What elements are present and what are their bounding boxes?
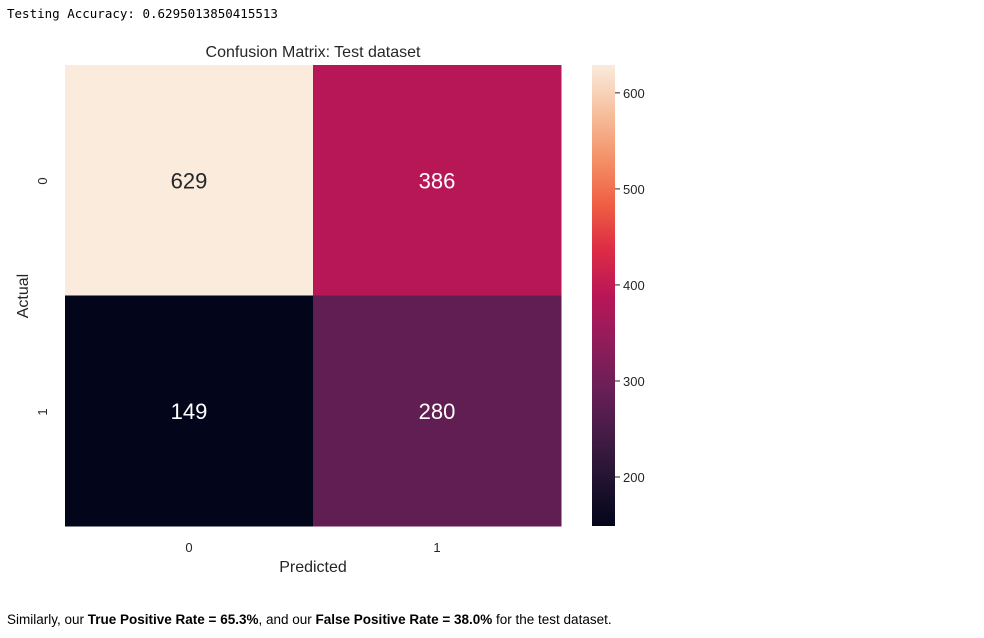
y-axis-label: Actual	[15, 274, 32, 318]
colorbar-ticks: 600 500 400 300 200	[615, 86, 645, 485]
note-tpr: True Positive Rate = 65.3%	[87, 612, 259, 627]
note-text-1: Similarly, our	[7, 612, 88, 627]
heatmap-cell	[313, 295, 562, 527]
y-tick-1: 1	[35, 408, 50, 415]
cell-value-label: 629	[171, 168, 208, 193]
colorbar	[592, 65, 615, 526]
heatmap-cell	[65, 295, 314, 527]
colorbar-tick-label: 500	[623, 182, 645, 197]
cell-value-label: 280	[419, 399, 456, 424]
x-axis-label: Predicted	[279, 559, 347, 576]
colorbar-tick-label: 300	[623, 374, 645, 389]
colorbar-tick-label: 400	[623, 278, 645, 293]
note-text-2: , and our	[258, 612, 316, 627]
chart-title: Confusion Matrix: Test dataset	[206, 44, 421, 61]
cell-value-label: 149	[171, 399, 208, 424]
y-tick-0: 0	[35, 177, 50, 184]
accuracy-label: Testing Accuracy:	[7, 6, 135, 21]
accuracy-output: Testing Accuracy: 0.6295013850415513	[7, 6, 278, 21]
note-text-3: for the test dataset.	[492, 612, 612, 627]
summary-note: Similarly, our True Positive Rate = 65.3…	[7, 612, 612, 627]
confusion-matrix-chart: Confusion Matrix: Test dataset 629 386 149…	[15, 44, 645, 576]
heatmap-cell	[65, 65, 314, 296]
colorbar-tick-label: 600	[623, 86, 645, 101]
colorbar-tick-label: 200	[623, 470, 645, 485]
heatmap-cell	[313, 65, 562, 296]
cell-value-label: 386	[419, 168, 456, 193]
x-tick-0: 0	[185, 540, 192, 555]
accuracy-value: 0.6295013850415513	[142, 6, 278, 21]
x-tick-1: 1	[433, 540, 440, 555]
note-fpr: False Positive Rate = 38.0%	[315, 612, 493, 627]
heatmap-cells: 629 386 149 280	[65, 65, 562, 527]
